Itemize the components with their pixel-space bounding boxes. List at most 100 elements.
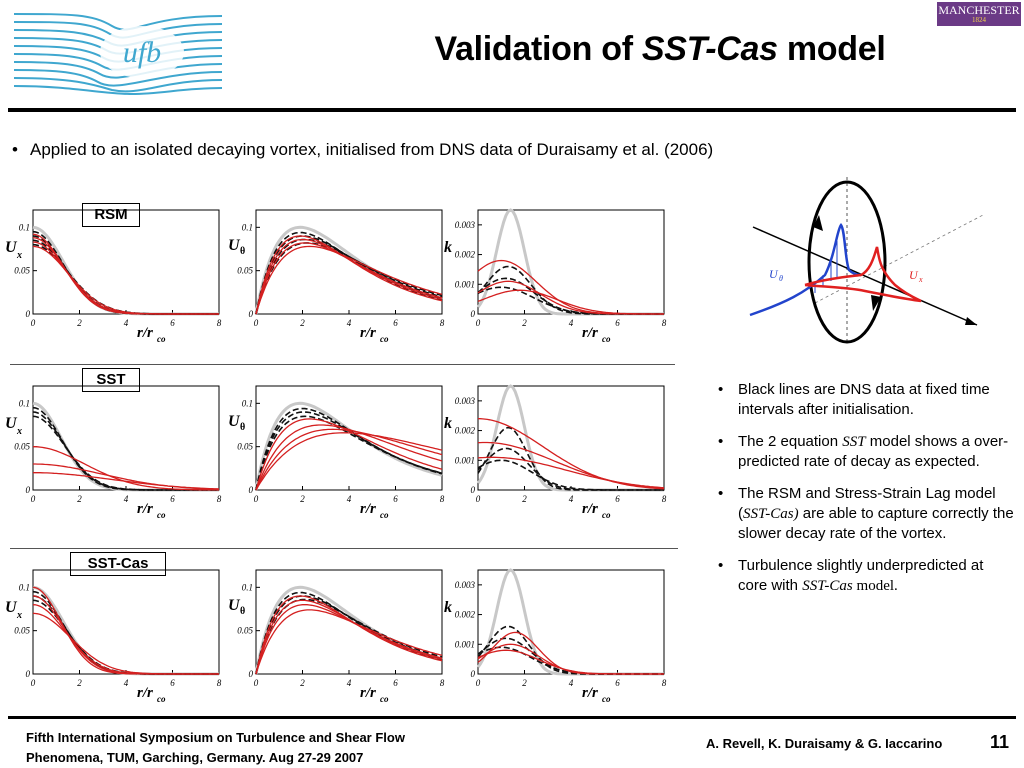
x-axis-label: r/r [360, 501, 376, 517]
y-tick-label: 0.003 [455, 396, 476, 406]
y-tick-label: 0 [26, 309, 31, 319]
x-tick-label: 2 [300, 678, 305, 688]
dns-curve [477, 447, 664, 491]
plot-frame [477, 385, 665, 491]
schematic-ut-label: U [769, 267, 779, 281]
y-axis-label: U [228, 237, 241, 254]
bullet-item: • Black lines are DNS data at fixed time… [716, 380, 1016, 420]
y-axis-label-sub: x [16, 426, 22, 437]
model-curve [33, 463, 220, 490]
dns-curve [32, 411, 219, 491]
y-axis-label: k [444, 415, 452, 432]
y-tick-label: 0.1 [19, 582, 30, 592]
y-tick-label: 0 [471, 309, 476, 319]
y-tick-label: 0.002 [455, 250, 476, 260]
x-tick-label: 0 [254, 494, 259, 504]
title-italic: SST-Cas [641, 30, 778, 68]
initial-condition-curve [476, 208, 664, 316]
y-tick-label: 0.1 [242, 222, 253, 232]
bullet-marker: • [718, 557, 724, 574]
bullet-marker: • [718, 485, 724, 502]
x-axis-label-sub: co [157, 334, 166, 344]
intro-bullet: • Applied to an isolated decaying vortex,… [12, 140, 713, 160]
schematic-ux-sub: x [918, 275, 923, 284]
bullet-marker: • [718, 433, 724, 450]
y-axis-label: U [5, 415, 18, 432]
x-tick-label: 8 [662, 494, 667, 504]
y-tick-label: 0.002 [455, 610, 476, 620]
initial-condition-curve [254, 225, 443, 315]
x-tick-label: 6 [393, 678, 398, 688]
x-tick-label: 4 [347, 678, 352, 688]
x-tick-label: 0 [254, 318, 259, 328]
model-curve [32, 237, 219, 315]
dns-curve [477, 286, 664, 315]
dns-curve [32, 599, 219, 675]
x-tick-label: 0 [476, 678, 481, 688]
x-tick-label: 0 [254, 678, 259, 688]
y-tick-label: 0.1 [19, 398, 30, 408]
y-axis-label: U [228, 413, 241, 430]
x-tick-label: 2 [77, 318, 82, 328]
y-axis-label: U [228, 597, 241, 614]
model-curve [255, 424, 443, 491]
initial-condition-curve [476, 384, 664, 492]
vortex-schematic: U θ U x [745, 175, 985, 350]
x-tick-label: 8 [217, 494, 222, 504]
x-tick-label: 2 [77, 678, 82, 688]
model-curve [255, 599, 443, 675]
page-title: Validation of SST-Cas model [380, 30, 940, 69]
y-axis-label-sub: θ [240, 246, 245, 257]
x-tick-label: 2 [522, 678, 527, 688]
bullet-text-italic: SST-Cas) [743, 506, 799, 522]
dns-curve [255, 415, 443, 491]
dns-curve [32, 235, 219, 315]
schematic-ut-sub: θ [779, 274, 783, 283]
x-tick-label: 4 [124, 318, 129, 328]
dns-curve [255, 411, 443, 491]
plot-frame [255, 569, 443, 675]
model-curve [477, 441, 665, 489]
model-curve [477, 456, 665, 489]
bullet-text: are able to capture correctly the slower… [738, 505, 1014, 542]
y-tick-label: 0 [471, 669, 476, 679]
x-tick-label: 6 [393, 318, 398, 328]
dns-curve [32, 595, 219, 675]
row-label-sst: SST [82, 368, 140, 392]
y-tick-label: 0.003 [455, 580, 476, 590]
model-curve [477, 649, 664, 675]
y-axis-label: U [5, 599, 18, 616]
x-tick-label: 2 [300, 494, 305, 504]
plot-frame [477, 209, 665, 315]
dns-curve [477, 426, 664, 491]
y-tick-label: 0 [249, 309, 254, 319]
x-axis-label-sub: co [380, 694, 389, 704]
x-tick-label: 6 [170, 678, 175, 688]
y-axis-label: k [444, 239, 452, 256]
x-axis-label: r/r [360, 325, 376, 341]
bullet-item: • The RSM and Stress-Strain Lag model (S… [716, 484, 1016, 544]
model-curve [32, 245, 219, 315]
dns-curve [477, 459, 664, 491]
row-separator [10, 548, 678, 549]
dns-curve [477, 646, 664, 675]
x-tick-label: 6 [615, 494, 620, 504]
y-axis-label: k [444, 599, 452, 616]
x-axis-label-sub: co [602, 334, 611, 344]
bullet-text: Black lines are DNS data at fixed time i… [738, 381, 990, 418]
plot-frame [255, 385, 443, 491]
y-tick-label: 0.05 [237, 442, 253, 452]
x-tick-label: 2 [77, 494, 82, 504]
x-tick-label: 8 [662, 678, 667, 688]
x-tick-label: 8 [440, 318, 445, 328]
model-curve [255, 238, 443, 315]
x-tick-label: 4 [347, 318, 352, 328]
x-tick-label: 4 [569, 678, 574, 688]
x-tick-label: 8 [217, 678, 222, 688]
x-axis-label-sub: co [380, 510, 389, 520]
dns-curve [255, 242, 443, 315]
model-curve [477, 280, 664, 315]
model-curve [32, 595, 219, 675]
x-tick-label: 2 [522, 494, 527, 504]
x-tick-label: 6 [170, 318, 175, 328]
